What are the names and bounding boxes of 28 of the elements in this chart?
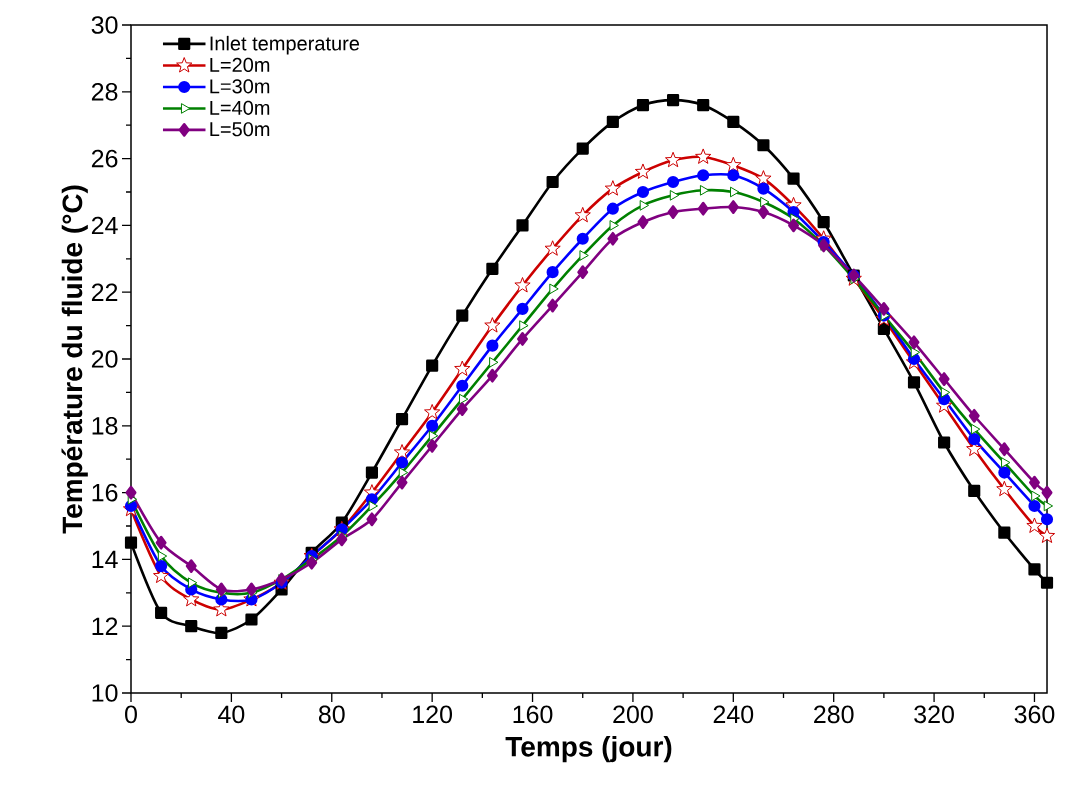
legend-label: L=30m bbox=[210, 79, 270, 94]
x-tick-label: 0 bbox=[125, 705, 137, 724]
y-tick-label: 24 bbox=[91, 216, 118, 235]
x-tick-label: 360 bbox=[1014, 705, 1055, 724]
y-tick-label: 30 bbox=[91, 16, 118, 34]
x-axis-title: Temps (jour) bbox=[505, 736, 672, 763]
x-tick-label: 240 bbox=[713, 705, 754, 724]
x-tick-label: 120 bbox=[413, 705, 453, 724]
y-tick-label: 28 bbox=[91, 82, 118, 101]
y-tick-label: 16 bbox=[92, 483, 118, 502]
x-tick-label: 280 bbox=[814, 705, 854, 724]
legend-label: L=20m bbox=[210, 57, 270, 72]
x-tick-label: 160 bbox=[513, 705, 553, 724]
y-tick-label: 10 bbox=[92, 684, 118, 702]
x-tick-label: 80 bbox=[318, 705, 345, 724]
x-tick-label: 200 bbox=[613, 705, 653, 724]
y-tick-label: 12 bbox=[92, 617, 118, 635]
y-tick-label: 20 bbox=[91, 350, 118, 368]
legend-label: L=50m bbox=[210, 122, 270, 137]
x-tick-label: 40 bbox=[218, 705, 245, 724]
x-tick-label: 320 bbox=[914, 705, 954, 724]
legend-label: Inlet temperature bbox=[210, 35, 360, 55]
legend-label: L=40m bbox=[210, 100, 270, 115]
y-tick-label: 22 bbox=[91, 283, 118, 301]
y-tick-label: 18 bbox=[92, 416, 118, 435]
y-axis-title: Température du fluide (°C) bbox=[61, 185, 88, 534]
y-tick-label: 26 bbox=[91, 149, 118, 168]
y-tick-label: 14 bbox=[92, 550, 118, 568]
